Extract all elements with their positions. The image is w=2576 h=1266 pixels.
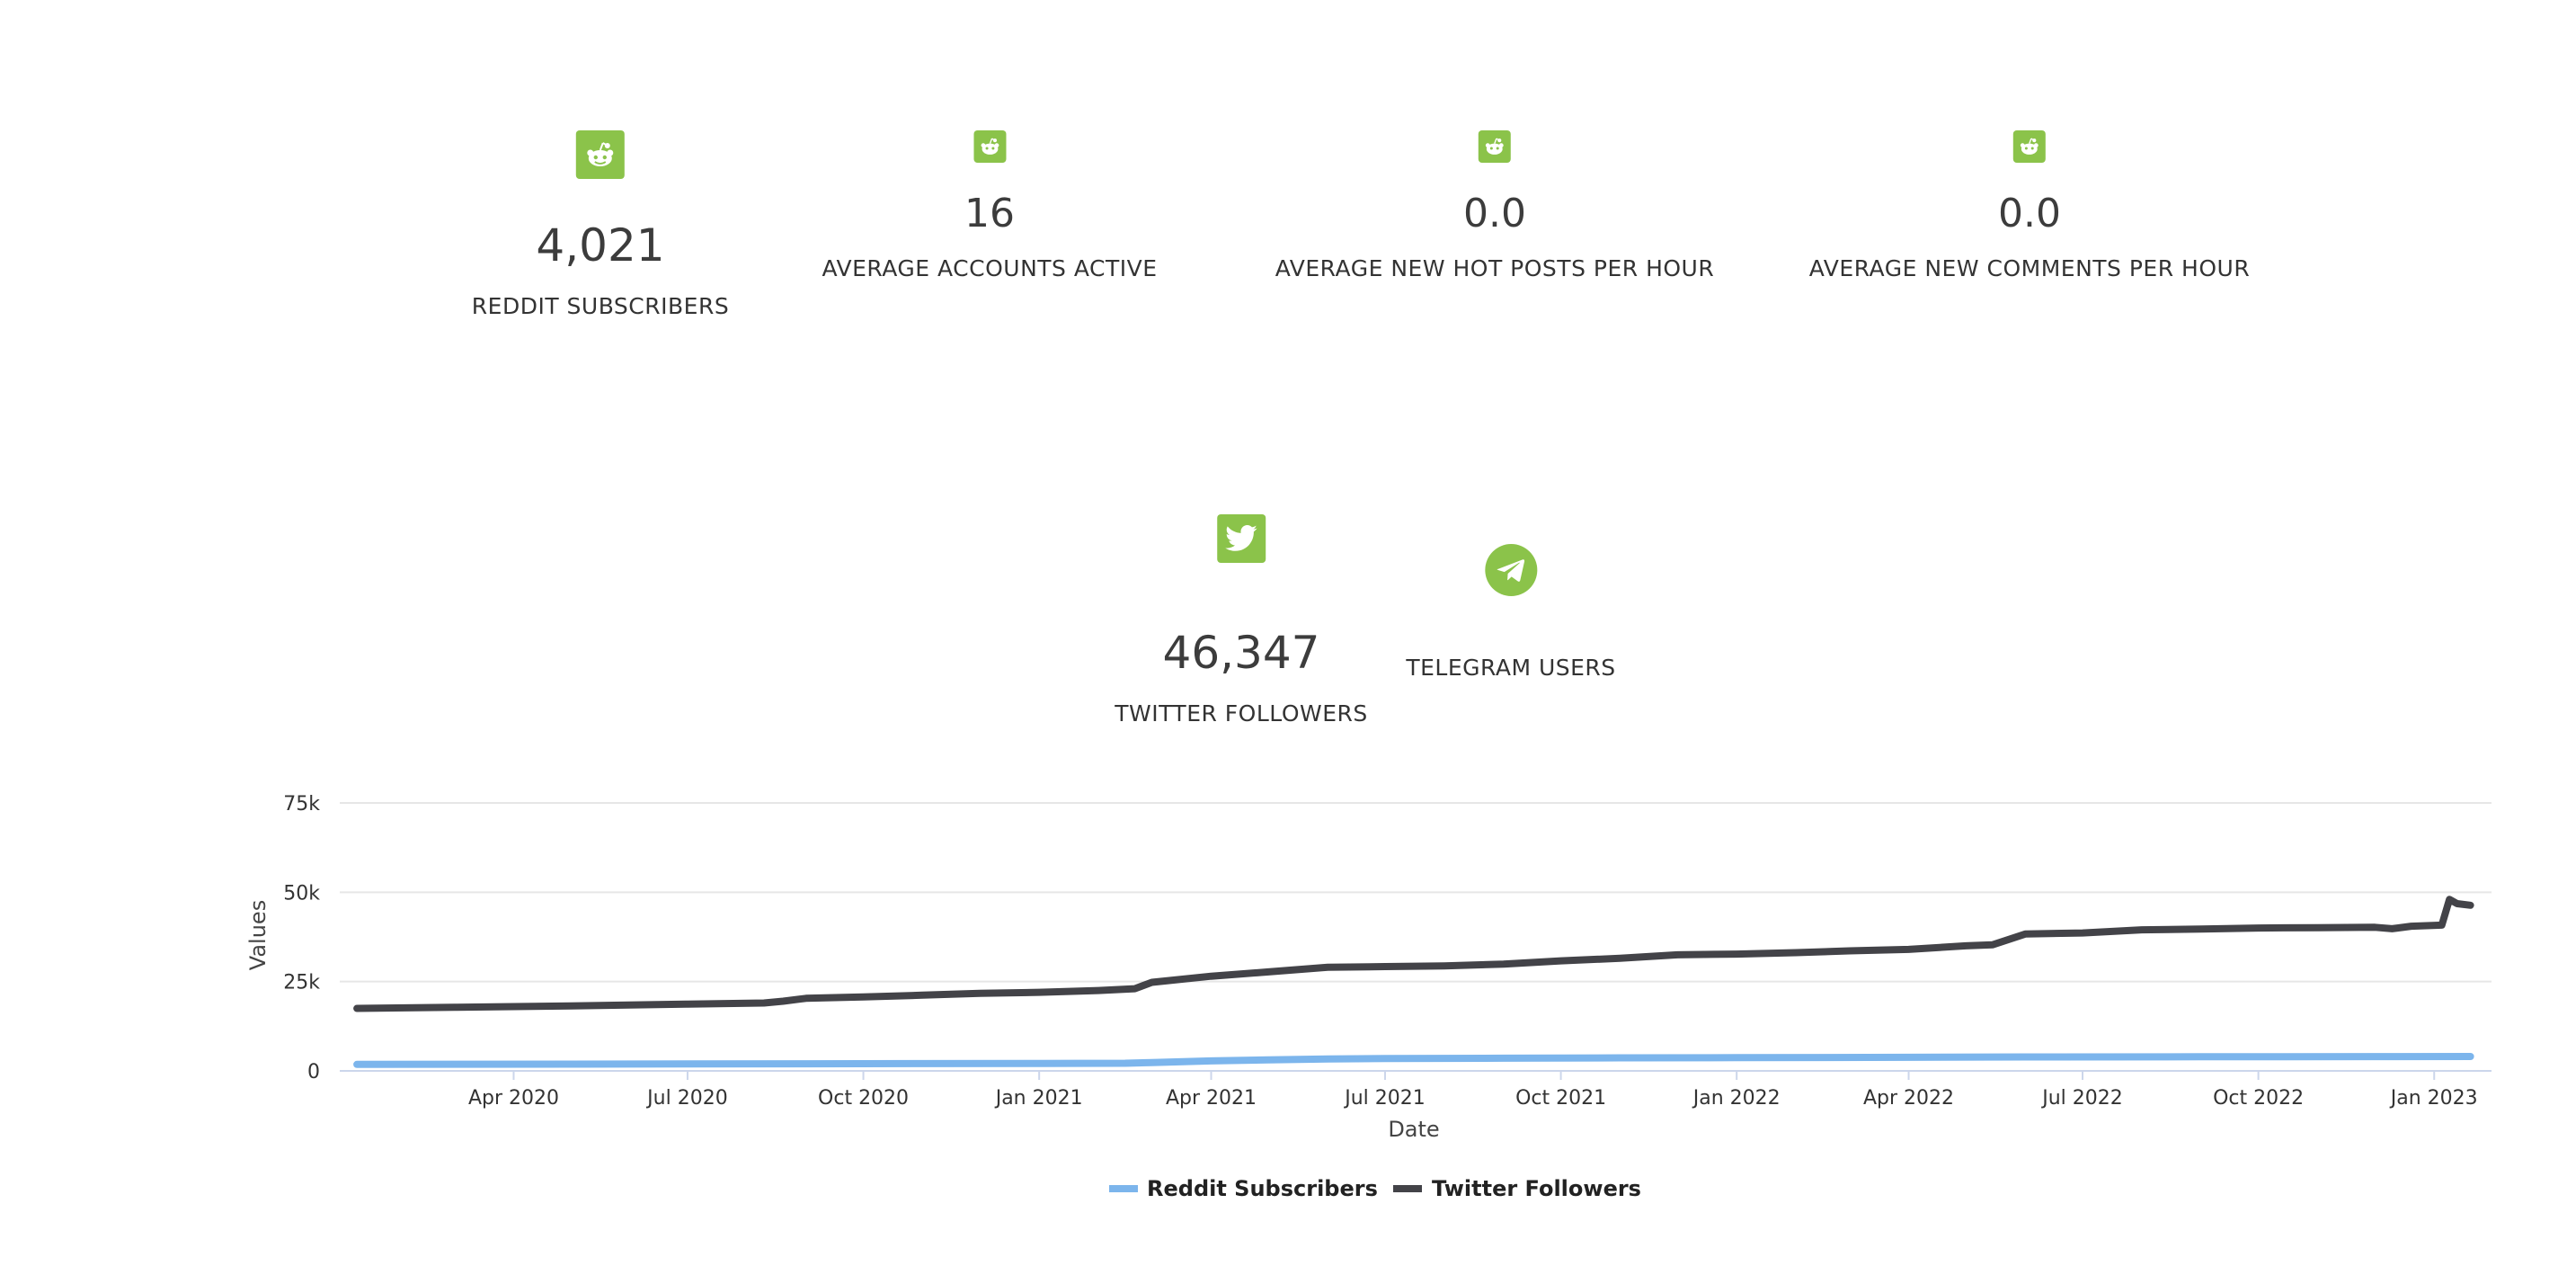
twitter-followers-stat: 46,347 TWITTER FOLLOWERS — [1115, 514, 1368, 727]
y-tick-label: 50k — [283, 882, 320, 905]
x-axis: Apr 2020 Jul 2020 Oct 2020 Jan 2021 Apr 2021… — [468, 1071, 2478, 1110]
telegram-icon — [1485, 544, 1537, 596]
reddit-icon — [973, 130, 1006, 163]
comments-value: 0.0 — [1998, 191, 2061, 236]
accounts-active-stat: 16 AVERAGE ACCOUNTS ACTIVE — [822, 130, 1157, 281]
x-tick-label: Apr 2020 — [468, 1087, 559, 1110]
y-axis: 0 25k 50k 75k — [283, 793, 320, 1083]
grid-lines — [340, 802, 2492, 1072]
legend-label: Twitter Followers — [1432, 1176, 1641, 1201]
telegram-users-label: TELEGRAM USERS — [1406, 655, 1616, 681]
comments-stat: 0.0 AVERAGE NEW COMMENTS PER HOUR — [1809, 130, 2250, 281]
x-tick-label: Jul 2020 — [645, 1087, 728, 1110]
series-line-reddit-subscribers — [353, 1053, 2474, 1068]
y-axis-title: Values — [245, 900, 271, 970]
y-tick-label: 25k — [283, 972, 320, 994]
x-tick-label: Jan 2023 — [2389, 1087, 2478, 1110]
legend: Reddit Subscribers Twitter Followers — [1109, 1176, 1641, 1201]
x-tick-label: Jul 2022 — [2040, 1087, 2123, 1110]
y-tick-label: 75k — [283, 793, 320, 816]
x-tick-label: Jan 2021 — [994, 1087, 1083, 1110]
telegram-users-stat: TELEGRAM USERS — [1406, 544, 1615, 681]
x-tick-label: Jan 2022 — [1692, 1087, 1781, 1110]
hot-posts-stat: 0.0 AVERAGE NEW HOT POSTS PER HOUR — [1275, 130, 1714, 281]
comments-label: AVERAGE NEW COMMENTS PER HOUR — [1808, 255, 2251, 281]
accounts-active-label: AVERAGE ACCOUNTS ACTIVE — [822, 255, 1158, 281]
x-tick-label: Apr 2022 — [1863, 1087, 1954, 1110]
legend-item-reddit-subscribers[interactable]: Reddit Subscribers — [1109, 1176, 1378, 1201]
hot-posts-value: 0.0 — [1463, 191, 1526, 236]
reddit-icon — [1479, 130, 1511, 163]
twitter-followers-label: TWITTER FOLLOWERS — [1115, 700, 1368, 727]
legend-item-twitter-followers[interactable]: Twitter Followers — [1393, 1176, 1641, 1201]
series-line-twitter-followers — [353, 896, 2474, 1012]
reddit-subscribers-label: REDDIT SUBSCRIBERS — [471, 293, 730, 319]
twitter-followers-value: 46,347 — [1162, 627, 1320, 679]
x-axis-title: Date — [1388, 1117, 1439, 1142]
reddit-subscribers-value: 4,021 — [536, 219, 665, 272]
y-tick-label: 0 — [307, 1061, 320, 1083]
hot-posts-label: AVERAGE NEW HOT POSTS PER HOUR — [1275, 255, 1715, 281]
x-tick-label: Oct 2020 — [818, 1087, 909, 1110]
x-tick-label: Oct 2022 — [2213, 1087, 2304, 1110]
accounts-active-value: 16 — [964, 191, 1015, 236]
x-tick-label: Oct 2021 — [1515, 1087, 1606, 1110]
legend-label: Reddit Subscribers — [1147, 1176, 1378, 1201]
reddit-icon — [576, 130, 625, 179]
series-lines — [353, 896, 2474, 1068]
reddit-icon — [2013, 130, 2046, 163]
reddit-subscribers-stat: 4,021 REDDIT SUBSCRIBERS — [472, 130, 729, 319]
twitter-icon — [1216, 514, 1266, 563]
x-tick-label: Apr 2021 — [1166, 1087, 1257, 1110]
x-tick-label: Jul 2021 — [1343, 1087, 1426, 1110]
